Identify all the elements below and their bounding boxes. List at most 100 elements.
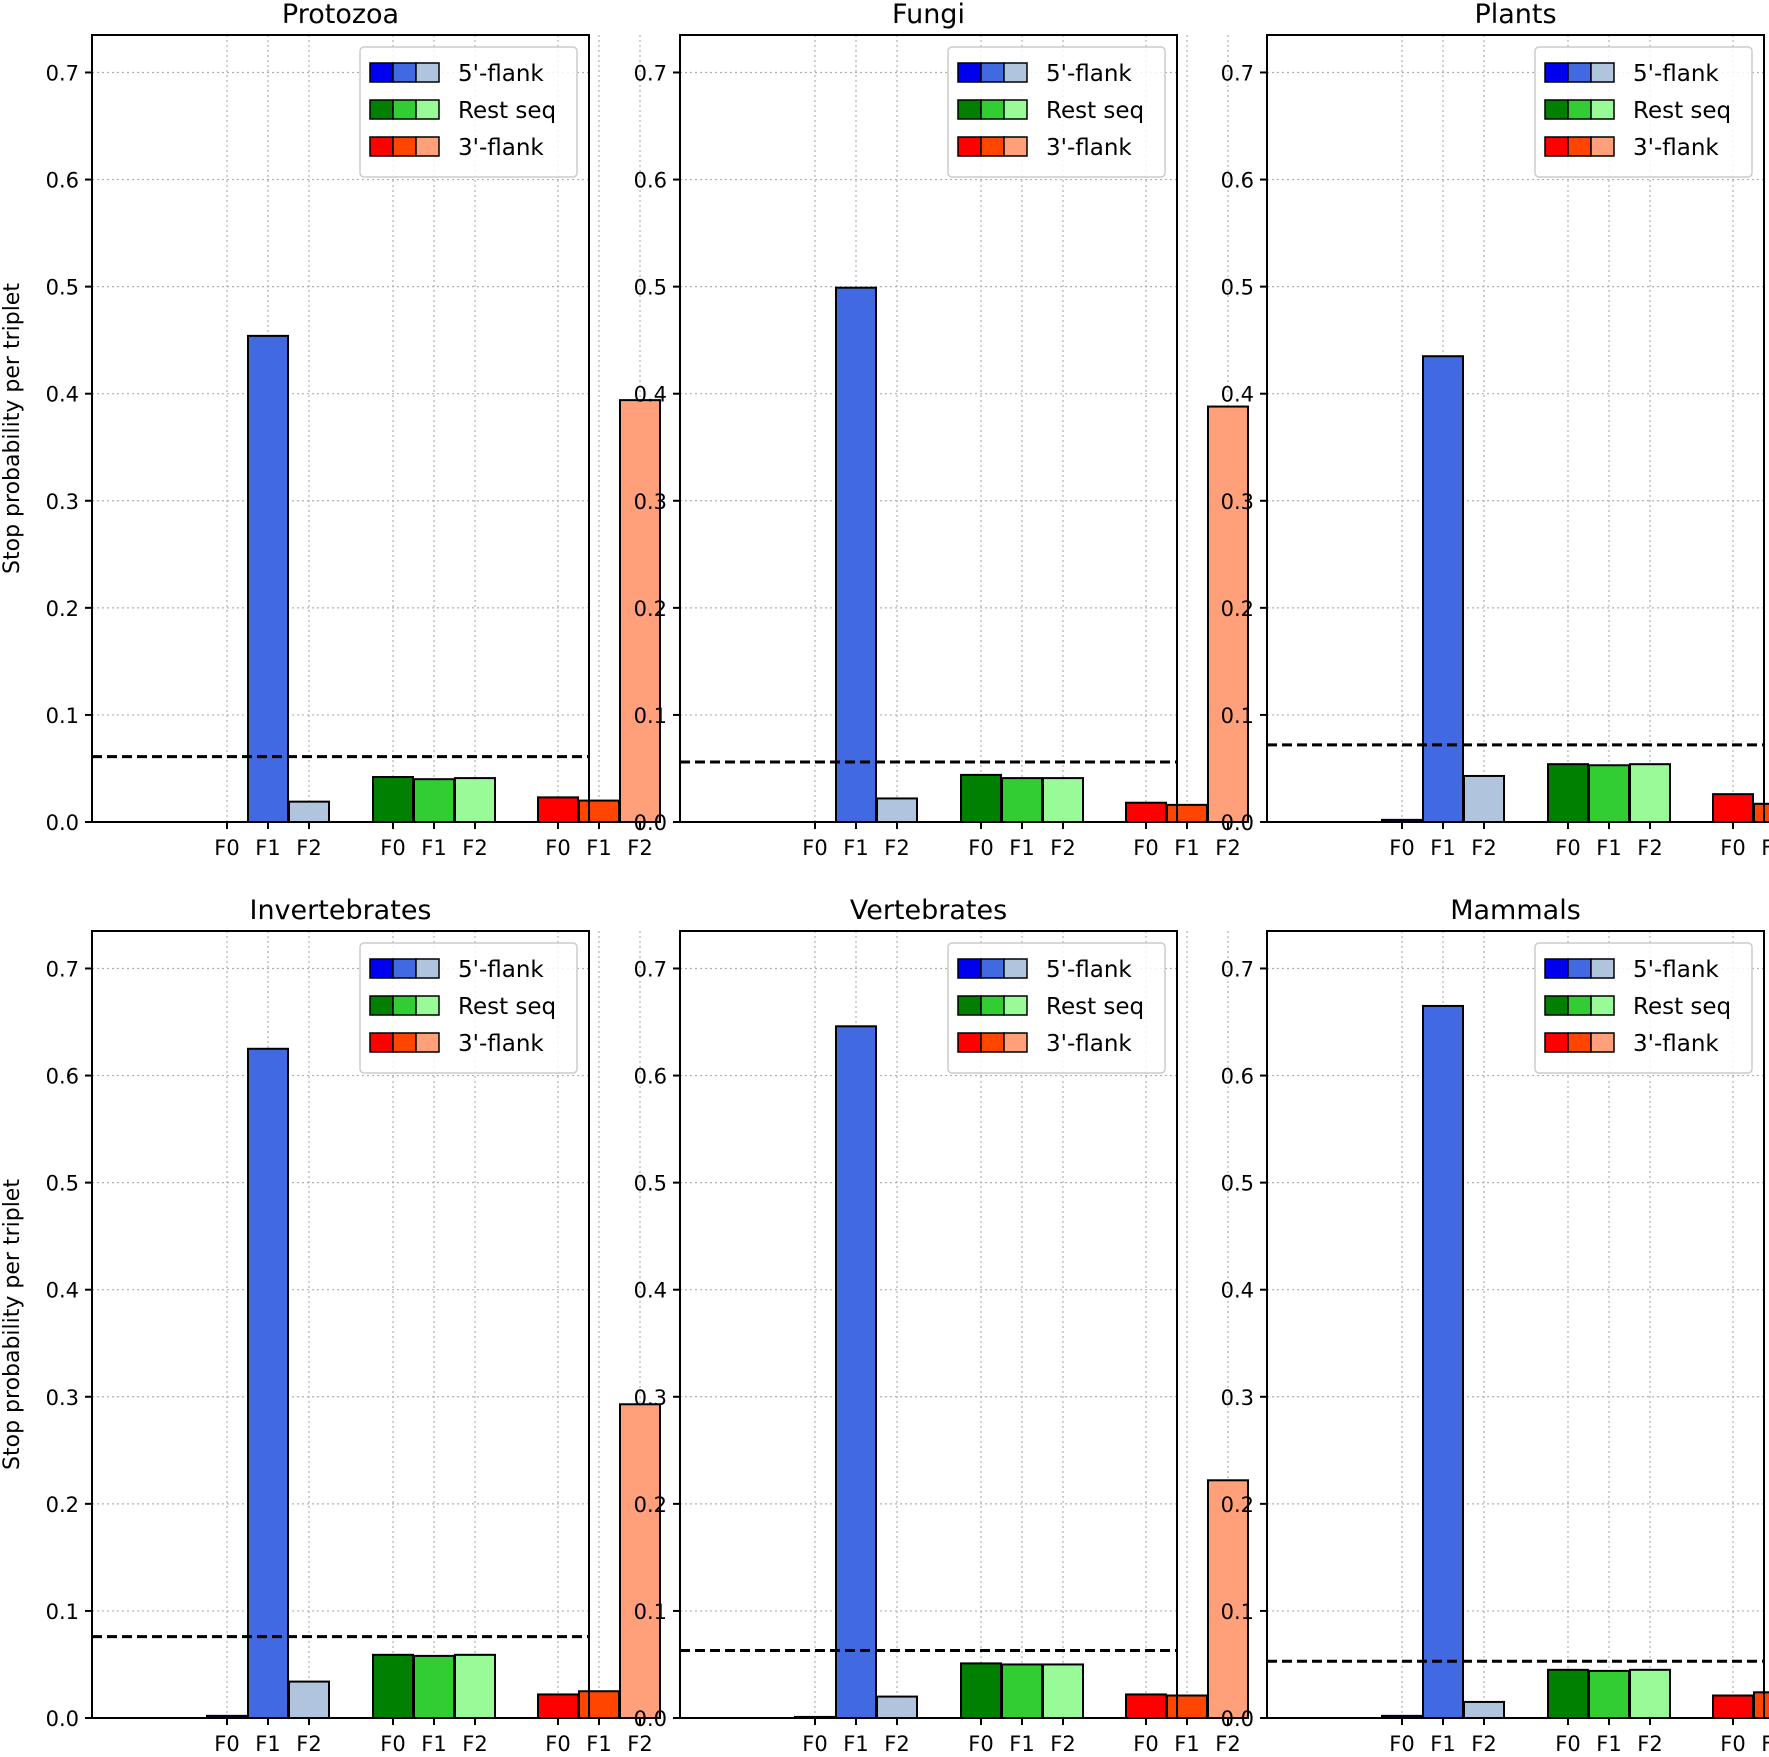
legend-swatch [1590, 136, 1615, 157]
legend-swatch [369, 62, 394, 83]
bar-3-flank-f0 [537, 1693, 579, 1719]
y-tick-label: 0.3 [46, 490, 79, 514]
y-tick-label: 0.2 [634, 1493, 667, 1517]
x-tick-label: F0 [545, 1732, 570, 1756]
bar-3-flank-f0 [1125, 1693, 1167, 1719]
legend-swatch [369, 995, 394, 1016]
bar-3-flank-f0 [1712, 1694, 1754, 1719]
y-tick-label: 0.2 [634, 597, 667, 621]
x-tick-label: F0 [214, 1732, 239, 1756]
legend-swatch [1544, 995, 1569, 1016]
legend-swatch [369, 958, 394, 979]
y-tick-label: 0.5 [634, 276, 667, 300]
x-tick-label: F2 [1050, 836, 1075, 860]
x-tick-label: F0 [802, 1732, 827, 1756]
y-tick-label: 0.5 [1221, 1172, 1254, 1196]
chart-panel-protozoa: 0.0 0.1 0.2 0.3 0.4 0.5 0.6 0.7 F0 F1 F2 F0 F1 F2 F0 F1… [0, 0, 661, 860]
axes-frame [91, 930, 590, 1719]
bars [206, 1047, 661, 1720]
x-tick-label: F0 [1133, 836, 1158, 860]
legend-swatch [1003, 136, 1028, 157]
x-tick-label: F0 [1555, 1732, 1580, 1756]
axes-frame [1266, 34, 1765, 823]
x-tick-label: F1 [843, 1732, 868, 1756]
bar-rest-seq-f2 [454, 1653, 496, 1719]
chart-panel-vertebrates: 0.0 0.1 0.2 0.3 0.4 0.5 0.6 0.7 F0 F1 F2 F0 F1 F2 F0 F1… [634, 895, 1249, 1756]
legend-swatch [392, 995, 417, 1016]
y-tick-label: 0.4 [634, 383, 667, 407]
panel-title: Plants [1474, 0, 1556, 30]
legend-swatch [415, 99, 440, 120]
y-tick-label: 0.3 [1221, 490, 1254, 514]
legend-swatch [980, 99, 1005, 120]
legend-swatch [1003, 62, 1028, 83]
x-tick-label: F0 [1720, 836, 1745, 860]
bars [247, 334, 661, 824]
bar-3-flank-f0 [537, 796, 579, 824]
bars [835, 286, 1249, 824]
y-tick-label: 0.1 [1221, 704, 1254, 728]
legend-label: 3'-flank [1046, 135, 1132, 161]
legend-swatch [1567, 62, 1592, 83]
y-tick-label: 0.3 [634, 490, 667, 514]
y-tick-label: 0.0 [46, 1707, 79, 1731]
legend-swatch [392, 958, 417, 979]
y-tick-label: 0.0 [634, 811, 667, 835]
bar-rest-seq-f1 [413, 778, 455, 823]
legend-swatch [1544, 99, 1569, 120]
x-tick-label: F0 [380, 836, 405, 860]
bar-3-flank-f1 [1753, 802, 1769, 824]
bar-rest-seq-f1 [1588, 764, 1630, 824]
legend-label: 5'-flank [1633, 61, 1719, 87]
bar-rest-seq-f0 [372, 1653, 414, 1719]
legend-swatch [957, 995, 982, 1016]
x-tick-label: F1 [1596, 1732, 1621, 1756]
bar-rest-seq-f1 [413, 1654, 455, 1720]
bar-3-flank-f2 [1207, 1479, 1249, 1719]
y-tick-label: 0.2 [1221, 1493, 1254, 1517]
x-tick-label: F1 [586, 836, 611, 860]
panel-title: Protozoa [282, 0, 399, 30]
legend-swatch [1544, 958, 1569, 979]
x-tick-label: F2 [1215, 1732, 1240, 1756]
legend-swatch [1544, 136, 1569, 157]
y-tick-label: 0.7 [1221, 957, 1254, 981]
legend-swatch [369, 136, 394, 157]
x-tick-label: F1 [421, 1732, 446, 1756]
y-tick-label: 0.7 [634, 957, 667, 981]
x-tick-label: F1 [1174, 1732, 1199, 1756]
legend-label: 3'-flank [458, 135, 544, 161]
bar-5-flank-f2 [288, 800, 330, 823]
legend-swatch [1567, 99, 1592, 120]
legend-swatch [957, 99, 982, 120]
panel-title: Fungi [892, 0, 965, 30]
bar-5-flank-f1 [1422, 355, 1464, 823]
x-tick-label: F0 [1720, 1732, 1745, 1756]
legend-label: Rest seq [1633, 98, 1731, 124]
bar-3-flank-f1 [578, 799, 620, 823]
bar-5-flank-f2 [288, 1680, 330, 1720]
x-tick-label: F2 [884, 836, 909, 860]
x-tick-label: F2 [296, 1732, 321, 1756]
y-axis-label: Stop probability per triplet [0, 283, 25, 574]
y-tick-label: 0.7 [1221, 61, 1254, 85]
y-tick-label: 0.6 [46, 1065, 79, 1089]
bar-rest-seq-f2 [1042, 777, 1084, 823]
chart-panel-mammals: 0.0 0.1 0.2 0.3 0.4 0.5 0.6 0.7 F0 F1 F2 F0 F1 F2 F0 F1… [1221, 895, 1769, 1756]
legend-swatch [1567, 1032, 1592, 1053]
legend-swatch [392, 62, 417, 83]
chart-panel-plants: 0.0 0.1 0.2 0.3 0.4 0.5 0.6 0.7 F0 F1 F2 F0 F1 F2 F0 F1… [1221, 0, 1769, 860]
legend-swatch [1590, 1032, 1615, 1053]
legend-label: Rest seq [458, 98, 556, 124]
legend-label: Rest seq [458, 994, 556, 1020]
x-tick-label: F2 [462, 836, 487, 860]
y-tick-label: 0.0 [1221, 1707, 1254, 1731]
bar-rest-seq-f2 [1629, 1668, 1671, 1719]
x-tick-label: F1 [843, 836, 868, 860]
bar-rest-seq-f0 [1547, 763, 1589, 823]
legend-swatch [1590, 958, 1615, 979]
bar-3-flank-f0 [1125, 801, 1167, 823]
legend-swatch [369, 1032, 394, 1053]
y-tick-label: 0.4 [46, 1279, 79, 1303]
legend-swatch [1544, 1032, 1569, 1053]
